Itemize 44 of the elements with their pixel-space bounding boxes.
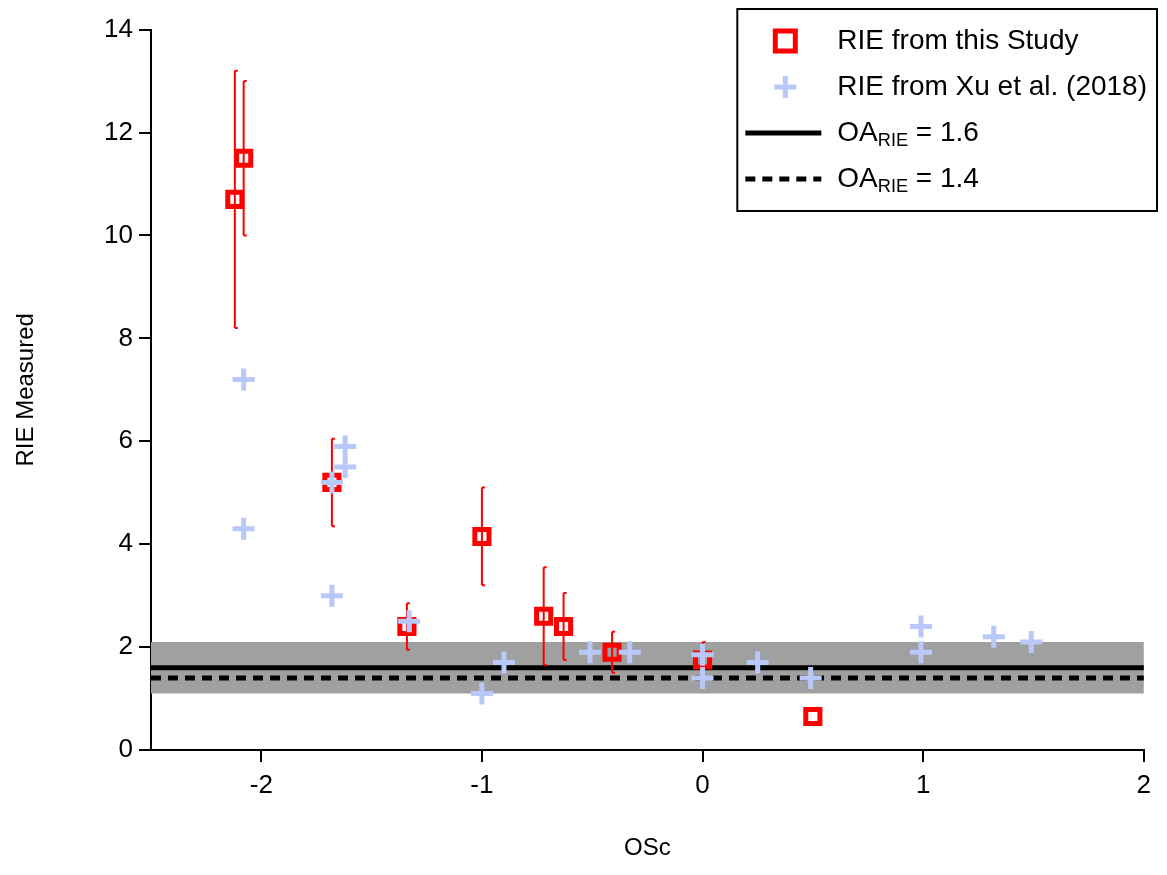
x-tick-label: -1 — [470, 768, 494, 799]
point — [397, 616, 417, 637]
y-axis-title: RIE Measured — [11, 313, 39, 467]
legend-label: RIE from this Study — [837, 23, 1079, 55]
point — [492, 651, 515, 674]
point — [602, 642, 622, 662]
point — [803, 706, 823, 727]
x-tick-label: 1 — [915, 768, 931, 799]
point — [691, 643, 714, 666]
point — [909, 615, 932, 638]
point — [334, 435, 357, 458]
y-tick-label: 6 — [118, 424, 133, 455]
point — [232, 368, 255, 391]
legend-label: RIE from Xu et al. (2018) — [837, 69, 1148, 101]
point — [618, 641, 641, 664]
point — [398, 610, 421, 633]
point — [1020, 630, 1043, 653]
x-tick-label: -2 — [249, 768, 273, 799]
point — [691, 666, 714, 689]
point — [225, 189, 245, 209]
x-tick-label: 0 — [695, 768, 710, 799]
y-tick-label: 14 — [104, 12, 133, 43]
y-tick-label: 2 — [118, 630, 133, 661]
y-tick-label: 12 — [104, 115, 133, 146]
point — [234, 148, 254, 168]
point — [579, 641, 602, 664]
point — [534, 606, 554, 626]
x-axis-title: OSc — [624, 833, 671, 861]
point — [470, 682, 493, 705]
y-tick-label: 4 — [118, 527, 133, 558]
point — [472, 526, 492, 547]
point — [232, 517, 255, 540]
point — [553, 616, 574, 637]
y-tick-label: 0 — [118, 733, 133, 764]
point — [320, 584, 343, 607]
point — [799, 666, 822, 689]
y-tick-label: 8 — [118, 321, 133, 352]
x-tick-label: 2 — [1136, 768, 1151, 799]
y-tick-label: 10 — [104, 218, 133, 249]
point — [692, 650, 713, 670]
point — [746, 651, 769, 674]
point — [909, 641, 932, 664]
point — [982, 625, 1005, 648]
point — [334, 455, 357, 478]
